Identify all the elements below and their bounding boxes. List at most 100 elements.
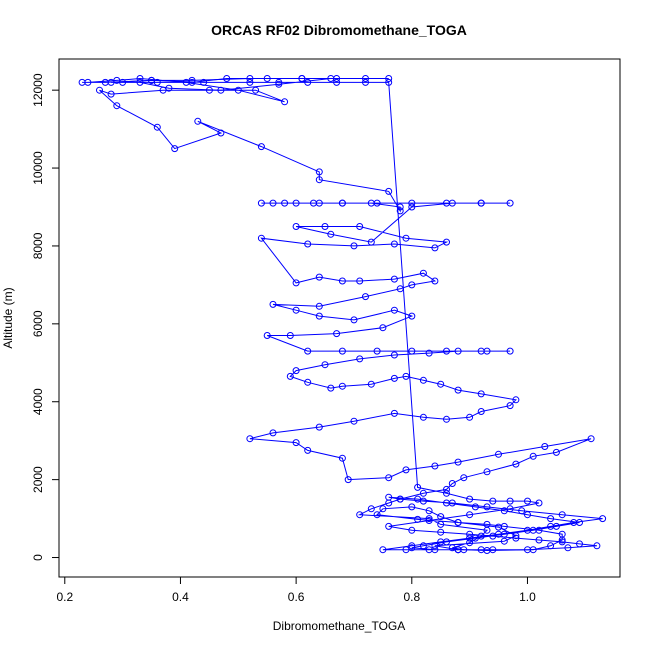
data-point [419,489,427,497]
data-point [443,199,450,207]
data-point [390,240,398,248]
data-point [390,374,398,382]
data-point [512,534,520,542]
data-point [257,199,265,207]
data-point [495,450,502,458]
data-point [333,78,341,86]
data-point [419,269,427,277]
data-point [367,505,375,513]
data-point [506,402,514,410]
data-point [292,223,300,230]
data-point [292,199,300,207]
data-point [148,76,155,84]
x-axis-label: Dibromomethane_TOGA [273,619,406,633]
data-point [477,546,485,554]
data-point [188,78,196,86]
data-point [471,503,479,511]
data-point [437,513,445,521]
data-point [373,511,381,519]
data-point [246,435,254,443]
data-point [466,539,474,547]
data-point [477,347,485,355]
data-point [477,199,485,207]
data-point [338,382,346,390]
y-tick-label: 2000 [31,466,45,493]
data-point [304,240,312,248]
data-point [188,76,196,84]
data-point [119,78,127,86]
data-point [223,75,231,82]
data-point [431,277,439,285]
data-point [269,199,277,207]
data-point [408,542,416,550]
data-point [558,538,566,546]
data-point [275,78,283,86]
data-point [443,489,450,497]
data-point [408,199,416,207]
data-point [281,199,289,207]
data-point [107,90,115,98]
data-point [599,515,607,523]
data-point [500,530,508,538]
data-point [431,546,439,554]
y-tick-label: 4000 [31,388,45,415]
data-point [362,75,369,82]
y-axis: 0 2000 4000 6000 8000 10000 12000 [31,73,60,561]
data-point [367,380,375,388]
data-point [356,277,364,285]
data-point [419,413,427,421]
data-point [292,306,300,314]
data-point [367,238,375,246]
data-point [408,503,416,511]
data-point [321,223,329,230]
data-point [512,460,520,468]
data-point [512,396,520,404]
data-point [344,476,352,484]
data-point [217,86,225,94]
data-point [338,454,346,462]
data-point [535,499,543,507]
data-point [257,143,265,151]
data-point [471,534,479,542]
data-point [217,129,225,137]
data-point [153,123,161,131]
data-point [304,347,312,355]
data-point [431,462,439,470]
data-point [333,330,341,338]
x-tick-label: 0.2 [56,590,73,604]
data-point [437,528,445,536]
data-point [425,517,433,524]
data-point [483,468,491,476]
data-point [443,538,450,546]
data-point [443,485,450,493]
data-point [107,78,115,86]
data-point [506,199,514,207]
data-point [321,361,329,369]
x-tick-label: 0.4 [172,590,189,604]
data-point [136,78,144,86]
series-layer [78,75,607,554]
data-point [529,526,537,534]
y-tick-label: 6000 [31,310,45,337]
data-point [460,474,468,482]
y-tick-label: 0 [31,554,45,561]
data-point [518,507,526,515]
data-point [454,347,462,355]
data-point [408,312,416,320]
data-point [524,497,531,505]
data-point [292,279,300,287]
data-point [275,80,283,88]
data-point [234,86,242,94]
data-point [477,408,485,415]
data-point [379,546,387,554]
data-point [408,203,416,211]
data-point [292,439,300,447]
data-point [315,423,323,431]
data-point [443,415,450,423]
data-point [385,474,393,482]
data-point [558,536,566,544]
data-point [315,302,323,310]
data-point [367,199,375,207]
x-tick-label: 1.0 [519,590,536,604]
data-point [477,390,485,398]
